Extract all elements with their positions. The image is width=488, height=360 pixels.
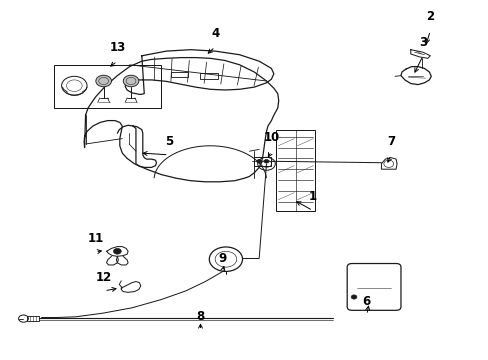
Text: 2: 2 <box>426 10 433 23</box>
Text: 1: 1 <box>308 190 316 203</box>
Circle shape <box>350 295 356 299</box>
Text: 9: 9 <box>218 252 226 265</box>
Text: 5: 5 <box>164 135 172 148</box>
Text: 3: 3 <box>418 36 426 49</box>
Text: 6: 6 <box>362 295 370 308</box>
Text: 10: 10 <box>263 131 279 144</box>
Circle shape <box>113 248 121 254</box>
Text: 13: 13 <box>109 41 125 54</box>
Text: 11: 11 <box>87 232 103 245</box>
Text: 12: 12 <box>96 271 112 284</box>
Text: 4: 4 <box>211 27 219 40</box>
Circle shape <box>96 75 111 87</box>
Circle shape <box>123 75 139 87</box>
Text: 8: 8 <box>196 310 204 323</box>
Circle shape <box>256 159 261 163</box>
Circle shape <box>264 159 268 163</box>
Text: 7: 7 <box>386 135 394 148</box>
